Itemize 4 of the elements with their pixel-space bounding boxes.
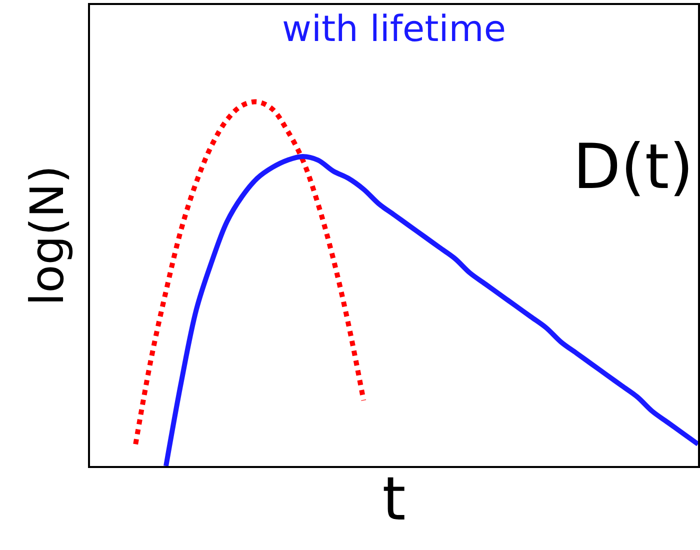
annotation: D(t) [573, 130, 694, 203]
x-axis-title: t [382, 464, 406, 534]
text: with lifetime [282, 9, 506, 50]
y-axis-title: log(N) [20, 165, 74, 306]
